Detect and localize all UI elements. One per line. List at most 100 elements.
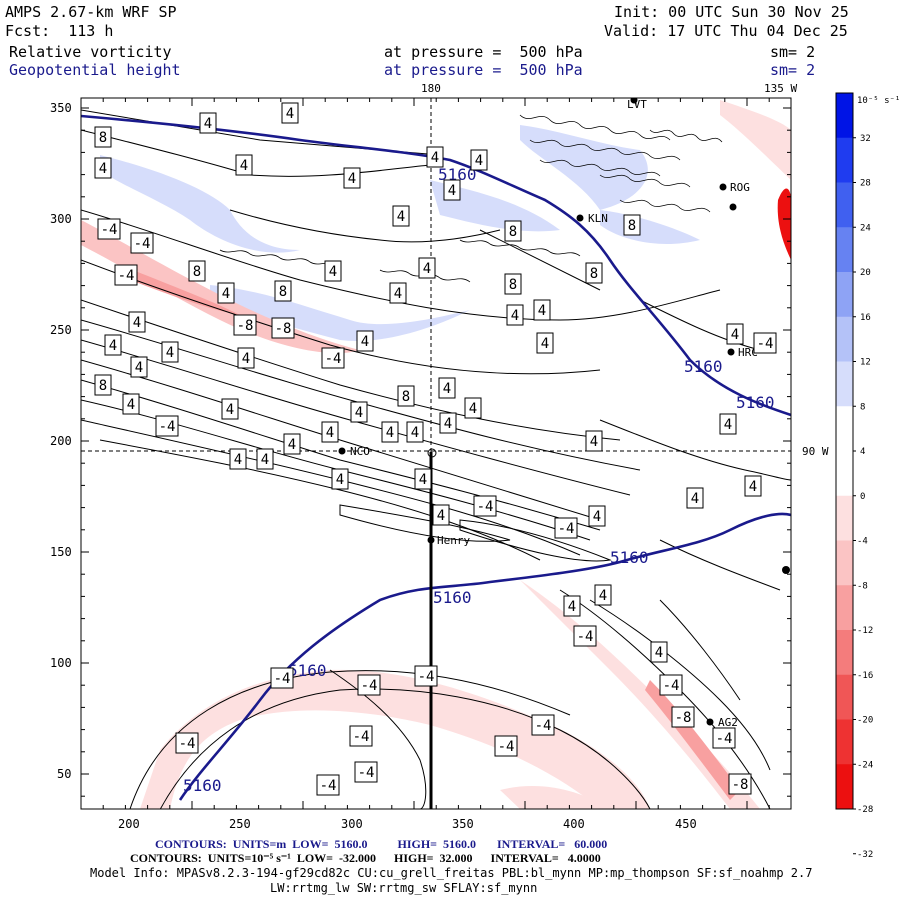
vorticity-label-box — [122, 393, 140, 415]
vorticity-contour-label: 4 — [439, 412, 457, 434]
vorticity-contour-label: 4 — [237, 347, 255, 369]
station-dot — [576, 214, 584, 222]
lon-180-label: 180 — [421, 82, 441, 95]
vorticity-label-text: 4 — [226, 402, 234, 418]
vorticity-label-box — [350, 401, 368, 423]
vorticity-label-text: -4 — [134, 236, 151, 252]
vorticity-label-box — [536, 332, 554, 354]
x-tick-label: 250 — [229, 817, 251, 831]
station-dot — [727, 348, 735, 356]
vort-pos-region — [100, 155, 300, 253]
station-dot — [338, 447, 346, 455]
vorticity-contour-label: 4 — [256, 448, 274, 470]
vorticity-label-box — [506, 304, 524, 326]
station-ag2[interactable]: AG2 — [706, 716, 738, 729]
station-dot — [782, 566, 790, 574]
height-label: 5160 — [288, 661, 327, 680]
vorticity-label-text: 4 — [749, 479, 757, 495]
vorticity-label-text: -4 — [179, 736, 196, 752]
vorticity-contour-label: 4 — [744, 475, 762, 497]
vorticity-contour-label: 4 — [426, 146, 444, 168]
vorticity-label-box — [130, 356, 148, 378]
vorticity-label-box — [175, 732, 199, 754]
vorticity-label-box — [432, 504, 450, 526]
vorticity-label-box — [585, 430, 603, 452]
vorticity-contour-label: 4 — [331, 468, 349, 490]
x-axis-labels: 200 250 300 350 400 450 — [118, 817, 697, 831]
vorticity-label-text: 4 — [411, 425, 419, 441]
station-hrc[interactable]: HRC — [727, 346, 758, 359]
vorticity-label-text: -4 — [757, 336, 774, 352]
y-tick-label: 150 — [50, 545, 72, 559]
vorticity-contour-label: 8 — [623, 214, 641, 236]
vort-neg-region — [120, 265, 240, 315]
vorticity-label-box — [229, 448, 247, 470]
vorticity-label-text: 4 — [437, 508, 445, 524]
vorticity-label-text: 4 — [133, 315, 141, 331]
colorbar-tick-label: 4 — [860, 447, 865, 457]
vorticity-contour-label: 8 — [188, 260, 206, 282]
vorticity-label-text: 4 — [135, 360, 143, 376]
vorticity-label-box — [392, 205, 410, 227]
vorticity-label-box — [712, 727, 736, 749]
vorticity-label-box — [343, 167, 361, 189]
vorticity-contour-label: 8 — [504, 220, 522, 242]
forecast-hour: Fcst: 113 h — [5, 22, 114, 40]
colorbar-tick-label: 24 — [860, 223, 871, 233]
colorbar-segment — [836, 630, 853, 676]
vorticity-label-box — [594, 584, 612, 606]
vorticity-label-text: 4 — [386, 425, 394, 441]
vorticity-label-text: -4 — [274, 671, 291, 687]
x-tick-label: 300 — [341, 817, 363, 831]
vorticity-label-text: -4 — [325, 351, 342, 367]
vort-neg-region — [140, 669, 650, 809]
vorticity-label-text: 4 — [397, 209, 405, 225]
vorticity-contour-label: -4 — [554, 517, 578, 539]
vorticity-label-box — [414, 468, 432, 490]
vorticity-contour-label: 8 — [274, 280, 292, 302]
vorticity-label-text: -4 — [716, 731, 733, 747]
station-label: KLN — [588, 212, 608, 225]
vorticity-label-text: 4 — [691, 491, 699, 507]
vorticity-contour-label: -4 — [531, 714, 555, 736]
colorbar-segment — [836, 495, 853, 541]
vorticity-label-box — [356, 330, 374, 352]
vorticity-contour-label: -4 — [494, 735, 518, 757]
station-kln[interactable]: KLN — [576, 212, 608, 225]
vorticity-shading: LVT ROG KLN HRC NCO Henry — [81, 97, 791, 809]
colorbar-tick-label: -32 — [857, 850, 873, 860]
station-lvt[interactable]: LVT — [627, 97, 647, 112]
vorticity-contour-label: 4 — [324, 260, 342, 282]
station-dot — [729, 203, 737, 211]
station-henry[interactable]: Henry — [427, 534, 471, 547]
vorticity-contour-label: 4 — [389, 282, 407, 304]
station-nco[interactable]: NCO — [338, 445, 370, 458]
vorticity-label-box — [470, 149, 488, 171]
colorbar-tick-label: 0 — [860, 492, 865, 502]
vorticity-label-box — [324, 260, 342, 282]
station-rog[interactable]: ROG — [719, 181, 750, 194]
vorticity-label-text: 8 — [402, 389, 410, 405]
vorticity-contour-label: 4 — [506, 304, 524, 326]
vorticity-label-box — [397, 385, 415, 407]
x-tick-label: 400 — [563, 817, 585, 831]
colorbar-segment — [836, 93, 853, 139]
vorticity-contour-label: -4 — [659, 674, 683, 696]
height-labels: 5160 5160 5160 5160 5160 5160 5160 — [183, 165, 775, 795]
vorticity-contour-label: 4 — [418, 257, 436, 279]
vorticity-label-box — [354, 761, 378, 783]
vorticity-contour-label: 8 — [504, 273, 522, 295]
vorticity-contour-label: -4 — [130, 232, 154, 254]
vorticity-label-box — [533, 299, 551, 321]
colorbar-tick-label: 16 — [860, 313, 871, 323]
vorticity-contour-label: 4 — [464, 397, 482, 419]
vorticity-label-box — [316, 774, 340, 796]
station-label: ROG — [730, 181, 750, 194]
vorticity-label-text: 4 — [655, 645, 663, 661]
vorticity-label-text: -4 — [663, 678, 680, 694]
vorticity-label-text: 4 — [469, 401, 477, 417]
vorticity-contour-label: 4 — [281, 102, 299, 124]
colorbar-tick-label: -28 — [857, 805, 873, 815]
vorticity-contour-label: 4 — [356, 330, 374, 352]
